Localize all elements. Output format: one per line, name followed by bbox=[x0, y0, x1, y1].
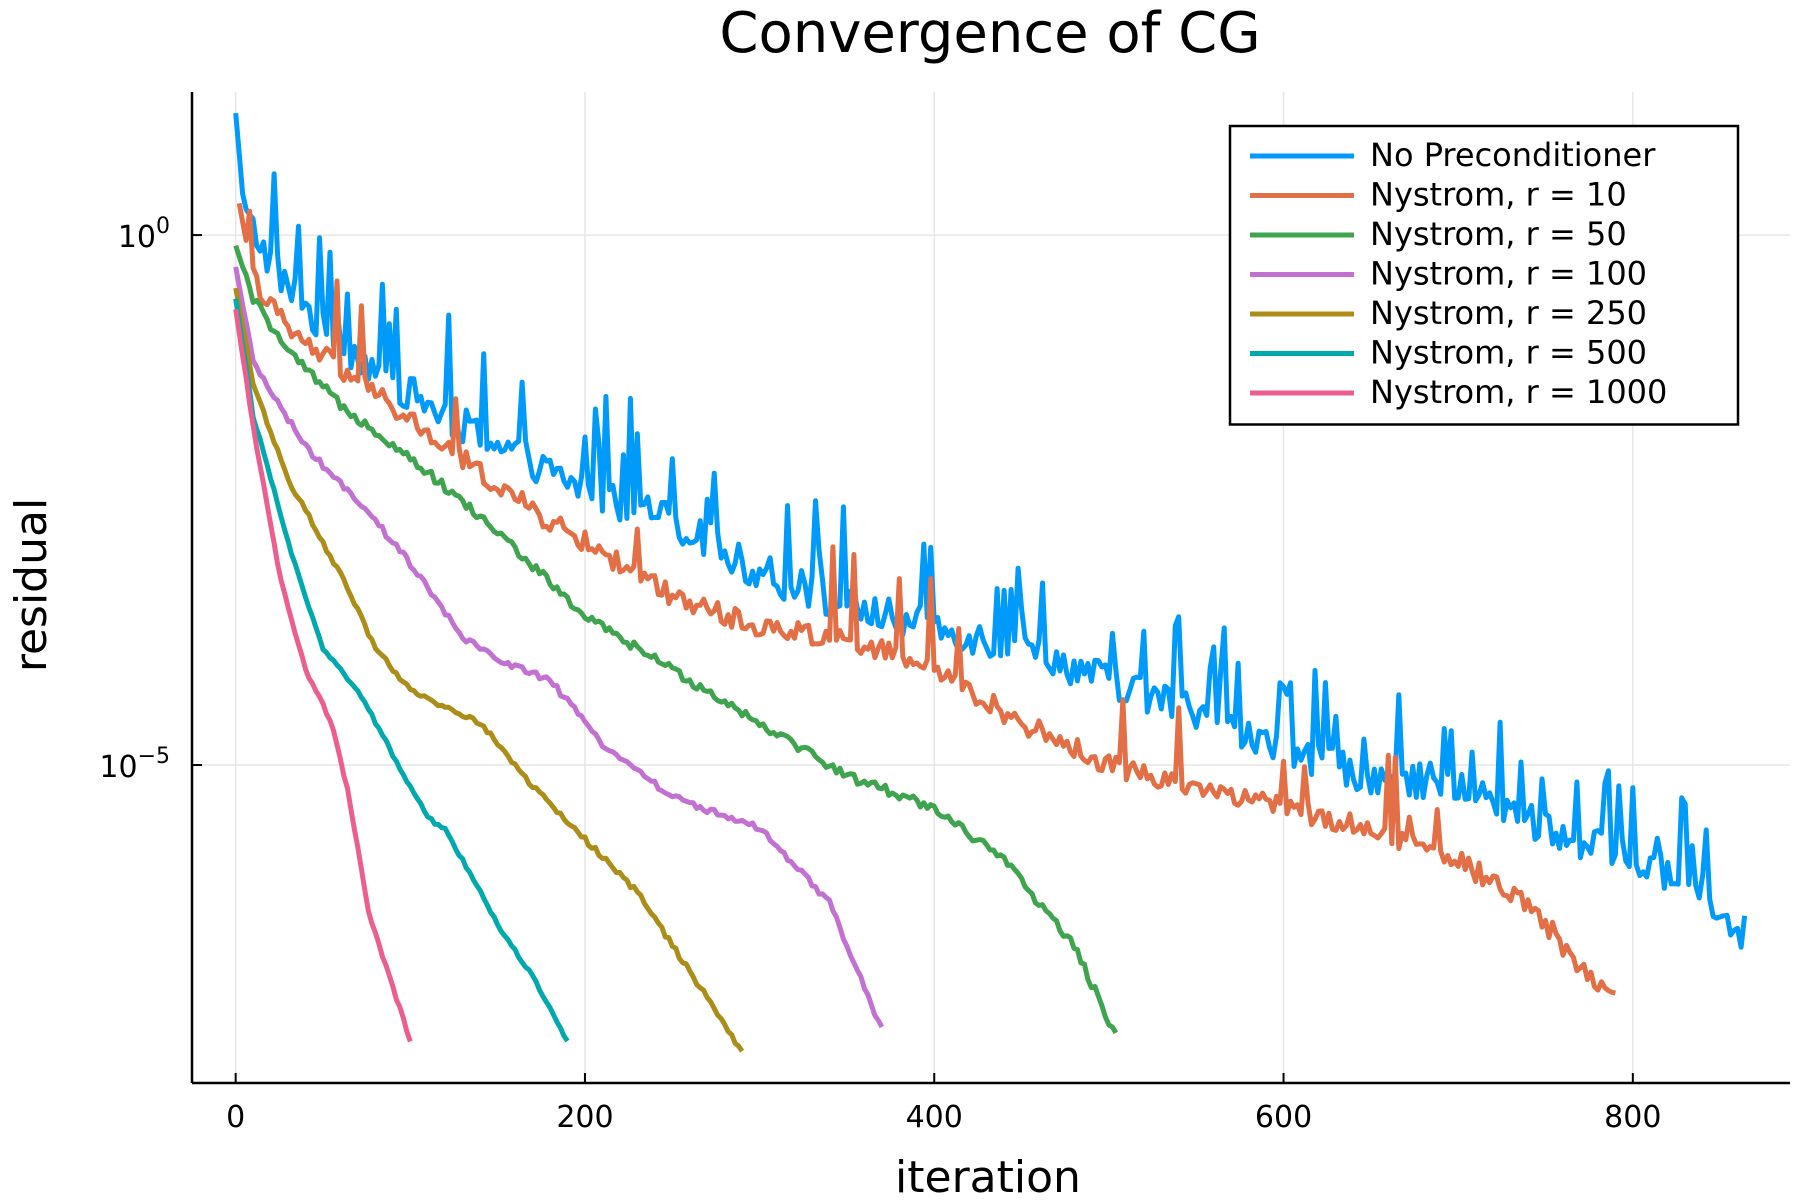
y-tick-label: 10−5 bbox=[99, 744, 170, 785]
legend-entry: Nystrom, r = 10 bbox=[1370, 176, 1627, 214]
series-line bbox=[233, 287, 745, 1053]
legend-entry: Nystrom, r = 250 bbox=[1370, 294, 1647, 332]
chart-title: Convergence of CG bbox=[719, 1, 1260, 66]
y-axis-label: residual bbox=[6, 498, 57, 672]
axes: 0 200 400 600 800 100 10−5 bbox=[99, 92, 1790, 1135]
series-line bbox=[233, 298, 570, 1043]
legend-entry: Nystrom, r = 500 bbox=[1370, 334, 1647, 372]
x-tick-label: 0 bbox=[226, 1100, 245, 1135]
series-line bbox=[236, 202, 1616, 996]
legend-entry: Nystrom, r = 1000 bbox=[1370, 373, 1667, 411]
series-line bbox=[233, 244, 1119, 1035]
legend-entry: Nystrom, r = 50 bbox=[1370, 215, 1627, 253]
series-line bbox=[233, 112, 1748, 950]
x-tick-label: 400 bbox=[906, 1100, 963, 1135]
x-tick-label: 600 bbox=[1255, 1100, 1312, 1135]
series-line bbox=[233, 308, 413, 1043]
series-group bbox=[233, 112, 1748, 1053]
x-tick-label: 800 bbox=[1604, 1100, 1661, 1135]
y-tick-label: 100 bbox=[118, 214, 170, 255]
legend-entry: Nystrom, r = 100 bbox=[1370, 255, 1647, 293]
series-line bbox=[233, 266, 885, 1029]
x-tick-label: 200 bbox=[556, 1100, 613, 1135]
legend-entry: No Preconditioner bbox=[1370, 136, 1656, 174]
x-axis-label: iteration bbox=[895, 1152, 1081, 1200]
